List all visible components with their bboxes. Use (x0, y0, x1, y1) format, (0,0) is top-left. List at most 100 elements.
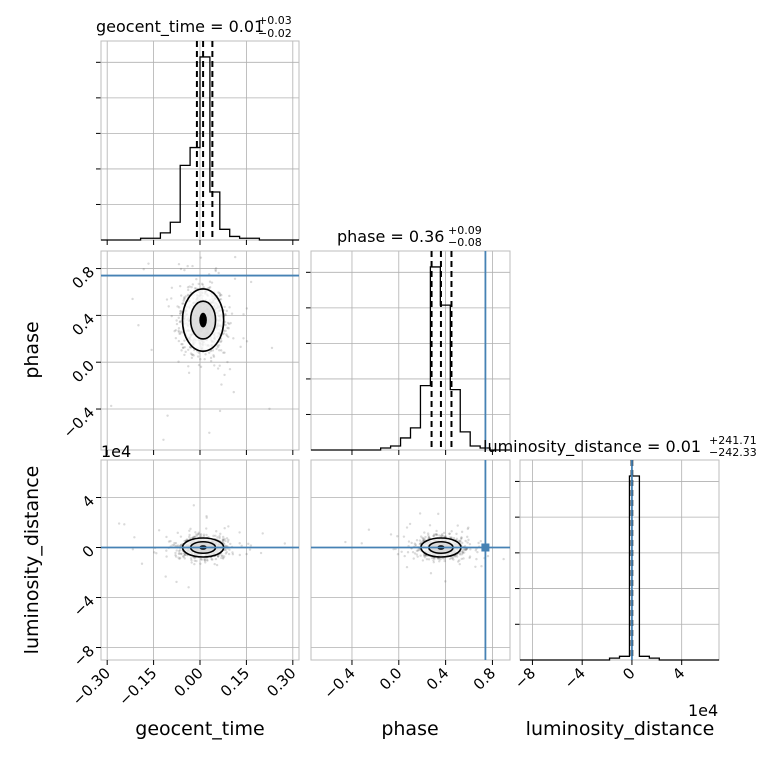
sample-point (443, 557, 446, 561)
sample-point (219, 293, 222, 296)
sample-point (196, 355, 200, 358)
scatter-points (117, 504, 287, 589)
sample-point (187, 288, 190, 292)
sample-point (147, 262, 150, 265)
sample-point (451, 556, 455, 559)
sample-point (228, 367, 232, 371)
sample-point (174, 541, 178, 545)
sample-point (226, 360, 229, 364)
sample-point (220, 383, 223, 386)
sample-point (461, 550, 464, 554)
sample-point (438, 558, 442, 561)
sample-point (182, 346, 185, 349)
sample-point (233, 277, 237, 280)
sample-point (178, 556, 182, 560)
sample-point (456, 560, 460, 563)
sample-point (189, 346, 192, 349)
sample-point (245, 307, 249, 310)
sample-point (178, 549, 182, 552)
sample-point (270, 346, 274, 350)
sample-point (167, 540, 171, 543)
sample-point (396, 553, 400, 556)
sample-point (231, 552, 235, 556)
sample-point (421, 536, 424, 540)
sample-point (201, 283, 205, 286)
title-luminosity-distance: luminosity_distance = 0.01 (483, 437, 701, 457)
sample-point (432, 559, 435, 562)
sample-point (169, 539, 172, 543)
sample-point (452, 558, 455, 561)
sample-point (440, 557, 443, 560)
sample-point (175, 580, 178, 584)
sample-point (208, 286, 211, 290)
sample-point (412, 557, 415, 560)
sample-point (193, 556, 196, 560)
sample-point (142, 268, 145, 271)
histogram-step-line (101, 56, 299, 241)
sample-point (433, 557, 436, 560)
sample-point (176, 305, 179, 308)
sample-point (223, 320, 227, 324)
sample-point (164, 575, 167, 578)
sample-point (183, 353, 186, 357)
sample-point (195, 533, 198, 536)
exponent-label-x: 1e4 (688, 701, 718, 720)
sample-point (422, 538, 426, 542)
sample-point (166, 414, 169, 417)
title-phase-minus: −0.08 (448, 236, 482, 249)
sample-point (389, 533, 393, 536)
sample-point (185, 538, 189, 541)
sample-point (187, 348, 190, 351)
sample-point (434, 533, 437, 536)
sample-point (199, 358, 202, 361)
sample-point (448, 532, 451, 535)
sample-point (459, 537, 463, 541)
sample-point (440, 534, 443, 538)
sample-point (214, 534, 217, 537)
sample-point (217, 291, 220, 294)
sample-point (458, 552, 461, 555)
sample-point (224, 539, 227, 543)
sample-point (193, 535, 197, 538)
sample-point (208, 280, 212, 283)
sample-point (179, 312, 182, 315)
sample-point (406, 551, 410, 554)
sample-point (461, 551, 464, 554)
sample-point (468, 542, 472, 546)
sample-point (186, 293, 190, 297)
sample-point (183, 345, 186, 349)
xlabel-phase: phase (381, 718, 438, 740)
xlabel-geocent-time: geocent_time (135, 718, 264, 740)
sample-point (222, 332, 226, 335)
sample-point (360, 542, 363, 545)
sample-point (220, 339, 223, 343)
sample-point (238, 531, 241, 534)
sample-point (224, 552, 228, 555)
y-tick-label: −8 (70, 642, 98, 670)
sample-point (183, 539, 186, 543)
sample-point (474, 549, 477, 552)
panels-layer: −8 −4 0 4−0.40.00.40.8−0.30 −0.15 0.00 0.15 0.3… (60, 40, 720, 709)
sample-point (432, 534, 435, 538)
sample-point (427, 536, 431, 539)
panel-frame (310, 250, 511, 451)
sample-point (220, 556, 223, 560)
sample-point (480, 564, 483, 568)
sample-point (190, 353, 194, 356)
sample-point (443, 559, 446, 563)
sample-point (396, 535, 399, 538)
sample-point (440, 534, 443, 537)
title-luminosity-distance-minus: −242.33 (709, 446, 757, 459)
sample-point (165, 535, 168, 539)
sample-point (224, 548, 227, 552)
sample-point (437, 512, 440, 516)
sample-point (217, 349, 221, 352)
sample-point (210, 558, 213, 561)
sample-point (178, 557, 181, 561)
sample-point (188, 533, 191, 537)
sample-point (221, 538, 225, 541)
sample-point (464, 548, 468, 551)
sample-point (178, 320, 182, 324)
sample-point (179, 535, 183, 538)
sample-point (194, 531, 197, 534)
